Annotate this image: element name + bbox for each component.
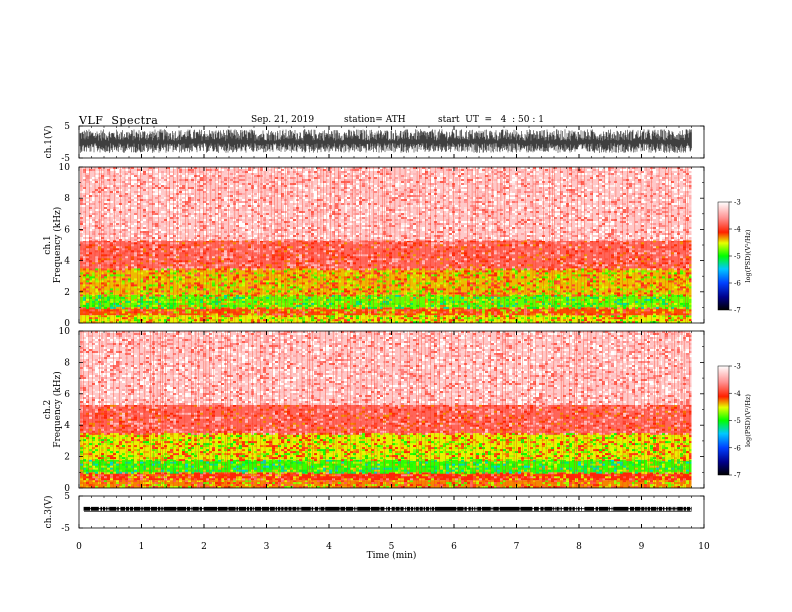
date-label: Sep. 21, 2019 bbox=[251, 115, 315, 125]
x-tick-label: 6 bbox=[451, 542, 457, 552]
colorbar-gradient bbox=[717, 365, 730, 476]
y-tick-label: 0 bbox=[64, 319, 70, 329]
panel-frame-2: 0 2 4 6 8 10 ch.2 Frequency (kHz) bbox=[43, 327, 705, 494]
x-tick-label: 7 bbox=[514, 542, 520, 552]
x-tick-label: 10 bbox=[698, 542, 710, 552]
x-tick-label: 9 bbox=[639, 542, 645, 552]
colorbar-1: -3 -4 -5 -6 -7 log(PSD)(V²/Hz) bbox=[717, 199, 752, 315]
y-tick-label: 2 bbox=[64, 453, 70, 463]
spectral-band bbox=[80, 240, 692, 271]
y-tick-label: 6 bbox=[64, 225, 70, 235]
spectral-band bbox=[80, 404, 692, 435]
spectral-band bbox=[80, 331, 692, 405]
waveform-trace bbox=[83, 506, 692, 511]
y-axis-label: ch.1(V) bbox=[43, 126, 54, 159]
no-data-area bbox=[691, 167, 704, 323]
x-axis: 0 1 2 3 4 5 6 7 8 9 10 Time (min) bbox=[76, 542, 710, 561]
start-time-label: start UT = 4 : 50 : 1 bbox=[438, 115, 544, 125]
spectral-band bbox=[80, 167, 692, 241]
colorbar-tick-label: -7 bbox=[734, 472, 741, 480]
x-tick-label: 1 bbox=[139, 542, 145, 552]
y-tick-label: 0 bbox=[64, 484, 70, 494]
spectral-band bbox=[80, 268, 692, 297]
x-tick-label: 4 bbox=[326, 542, 332, 552]
colorbar-2: -3 -4 -5 -6 -7 log(PSD)(V²/Hz) bbox=[717, 363, 752, 480]
panel-frame-0: 5 -5 ch.1(V) bbox=[43, 122, 705, 164]
station-label: station= ATH bbox=[344, 115, 406, 125]
spectral-band bbox=[80, 459, 692, 474]
colorbar-tick-label: -7 bbox=[734, 307, 741, 315]
y-axis-label: Frequency (kHz) bbox=[52, 207, 63, 284]
colorbar-tick-label: -4 bbox=[734, 390, 741, 398]
y-tick-label: 10 bbox=[59, 327, 71, 337]
y-tick-label: 5 bbox=[64, 122, 70, 132]
colorbar-tick-label: -5 bbox=[734, 417, 741, 425]
band-fill bbox=[80, 315, 692, 323]
spectrogram-2 bbox=[80, 331, 704, 489]
y-tick-label: 2 bbox=[64, 288, 70, 298]
spectrogram-1 bbox=[80, 167, 704, 324]
chart-title: VLF Spectra bbox=[79, 114, 159, 127]
waveform-trace bbox=[79, 129, 692, 153]
colorbar-gradient bbox=[717, 201, 730, 311]
y-tick-label: 8 bbox=[64, 358, 70, 368]
y-tick-label: 4 bbox=[64, 257, 70, 267]
x-axis-label: Time (min) bbox=[367, 550, 417, 561]
y-tick-label: -5 bbox=[61, 524, 70, 534]
colorbar-tick-label: -6 bbox=[734, 444, 741, 452]
colorbar-tick-label: -3 bbox=[734, 363, 741, 371]
spectral-band bbox=[80, 433, 692, 462]
colorbar-tick-label: -5 bbox=[734, 253, 741, 261]
x-tick-label: 2 bbox=[201, 542, 207, 552]
panel-frame-1: 0 2 4 6 8 10 ch.1 Frequency (kHz) bbox=[43, 163, 705, 329]
y-axis-label: ch.1 bbox=[43, 235, 53, 254]
y-tick-label: 6 bbox=[64, 390, 70, 400]
panel-frame-3: 5 -5 ch.3(V) bbox=[43, 492, 705, 534]
band-texture bbox=[80, 459, 692, 474]
x-tick-label: 5 bbox=[389, 542, 395, 552]
colorbar-label: log(PSD)(V²/Hz) bbox=[744, 394, 752, 447]
panel-border bbox=[78, 495, 705, 529]
spectral-band bbox=[80, 480, 692, 489]
spectral-band bbox=[80, 315, 692, 324]
colorbar-tick-label: -3 bbox=[734, 199, 741, 207]
waveform-3 bbox=[83, 506, 692, 512]
waveform-0 bbox=[79, 129, 692, 153]
x-tick-label: 0 bbox=[76, 542, 82, 552]
colorbar-tick-label: -4 bbox=[734, 226, 741, 234]
no-data-area bbox=[691, 331, 704, 488]
y-tick-label: 8 bbox=[64, 194, 70, 204]
y-tick-label: 5 bbox=[64, 492, 70, 502]
y-axis-label: ch.3(V) bbox=[43, 496, 54, 529]
spectral-band bbox=[80, 294, 692, 309]
colorbar-label: log(PSD)(V²/Hz) bbox=[744, 229, 752, 282]
y-axis-label: Frequency (kHz) bbox=[52, 371, 63, 448]
y-axis-label: ch.2 bbox=[43, 400, 53, 419]
y-tick-label: 10 bbox=[59, 163, 71, 173]
x-tick-label: 3 bbox=[264, 542, 270, 552]
colorbar-tick-label: -6 bbox=[734, 280, 741, 288]
y-tick-label: 4 bbox=[64, 421, 70, 431]
x-tick-label: 8 bbox=[576, 542, 582, 552]
y-tick-label: -5 bbox=[61, 154, 70, 164]
